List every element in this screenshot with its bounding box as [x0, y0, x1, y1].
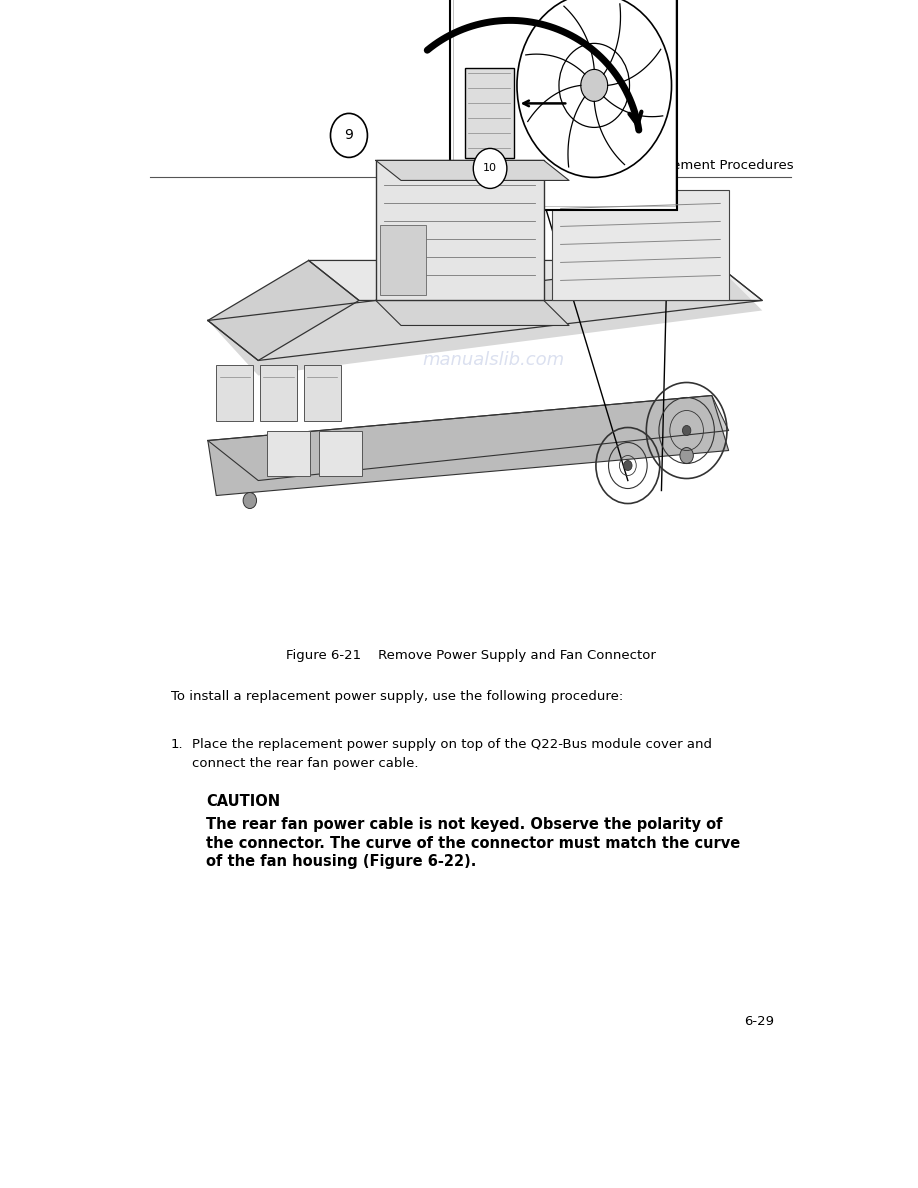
Bar — [375, 160, 543, 301]
Text: the connector. The curve of the connector must match the curve: the connector. The curve of the connecto… — [207, 836, 741, 851]
Text: Figure 6-21    Remove Power Supply and Fan Connector: Figure 6-21 Remove Power Supply and Fan … — [285, 649, 655, 662]
Circle shape — [474, 148, 507, 189]
Text: Place the replacement power supply on top of the Q22-Bus module cover and: Place the replacement power supply on to… — [192, 738, 712, 751]
Circle shape — [623, 461, 632, 470]
Circle shape — [581, 69, 608, 101]
Polygon shape — [375, 301, 569, 326]
Bar — [380, 226, 426, 296]
Text: connect the rear fan power cable.: connect the rear fan power cable. — [192, 757, 419, 770]
Polygon shape — [308, 260, 762, 301]
Bar — [453, 0, 675, 207]
Text: 9: 9 — [344, 128, 353, 143]
Bar — [266, 430, 310, 475]
Bar — [260, 366, 297, 421]
Bar — [465, 69, 513, 158]
Text: 1.: 1. — [171, 738, 184, 751]
Polygon shape — [207, 260, 762, 360]
Text: manualslib.com: manualslib.com — [422, 352, 565, 369]
Polygon shape — [375, 160, 569, 181]
Polygon shape — [207, 260, 762, 375]
Text: CAUTION: CAUTION — [207, 795, 280, 809]
Text: of the fan housing (Figure 6-22).: of the fan housing (Figure 6-22). — [207, 854, 476, 870]
Circle shape — [330, 113, 367, 158]
Text: To install a replacement power supply, use the following procedure:: To install a replacement power supply, u… — [171, 690, 622, 703]
Polygon shape — [207, 260, 359, 360]
Circle shape — [243, 493, 256, 508]
Bar — [553, 190, 729, 301]
Bar — [450, 0, 677, 210]
Bar — [304, 366, 341, 421]
Bar — [217, 366, 253, 421]
Circle shape — [682, 425, 691, 436]
Text: 6-29: 6-29 — [744, 1016, 774, 1029]
Text: 10: 10 — [483, 164, 497, 173]
Bar — [319, 430, 363, 475]
Polygon shape — [207, 396, 729, 495]
Polygon shape — [207, 396, 729, 480]
Text: FRU Removal and Replacement Procedures: FRU Removal and Replacement Procedures — [506, 159, 793, 172]
Circle shape — [680, 448, 693, 463]
Text: The rear fan power cable is not keyed. Observe the polarity of: The rear fan power cable is not keyed. O… — [207, 817, 722, 833]
